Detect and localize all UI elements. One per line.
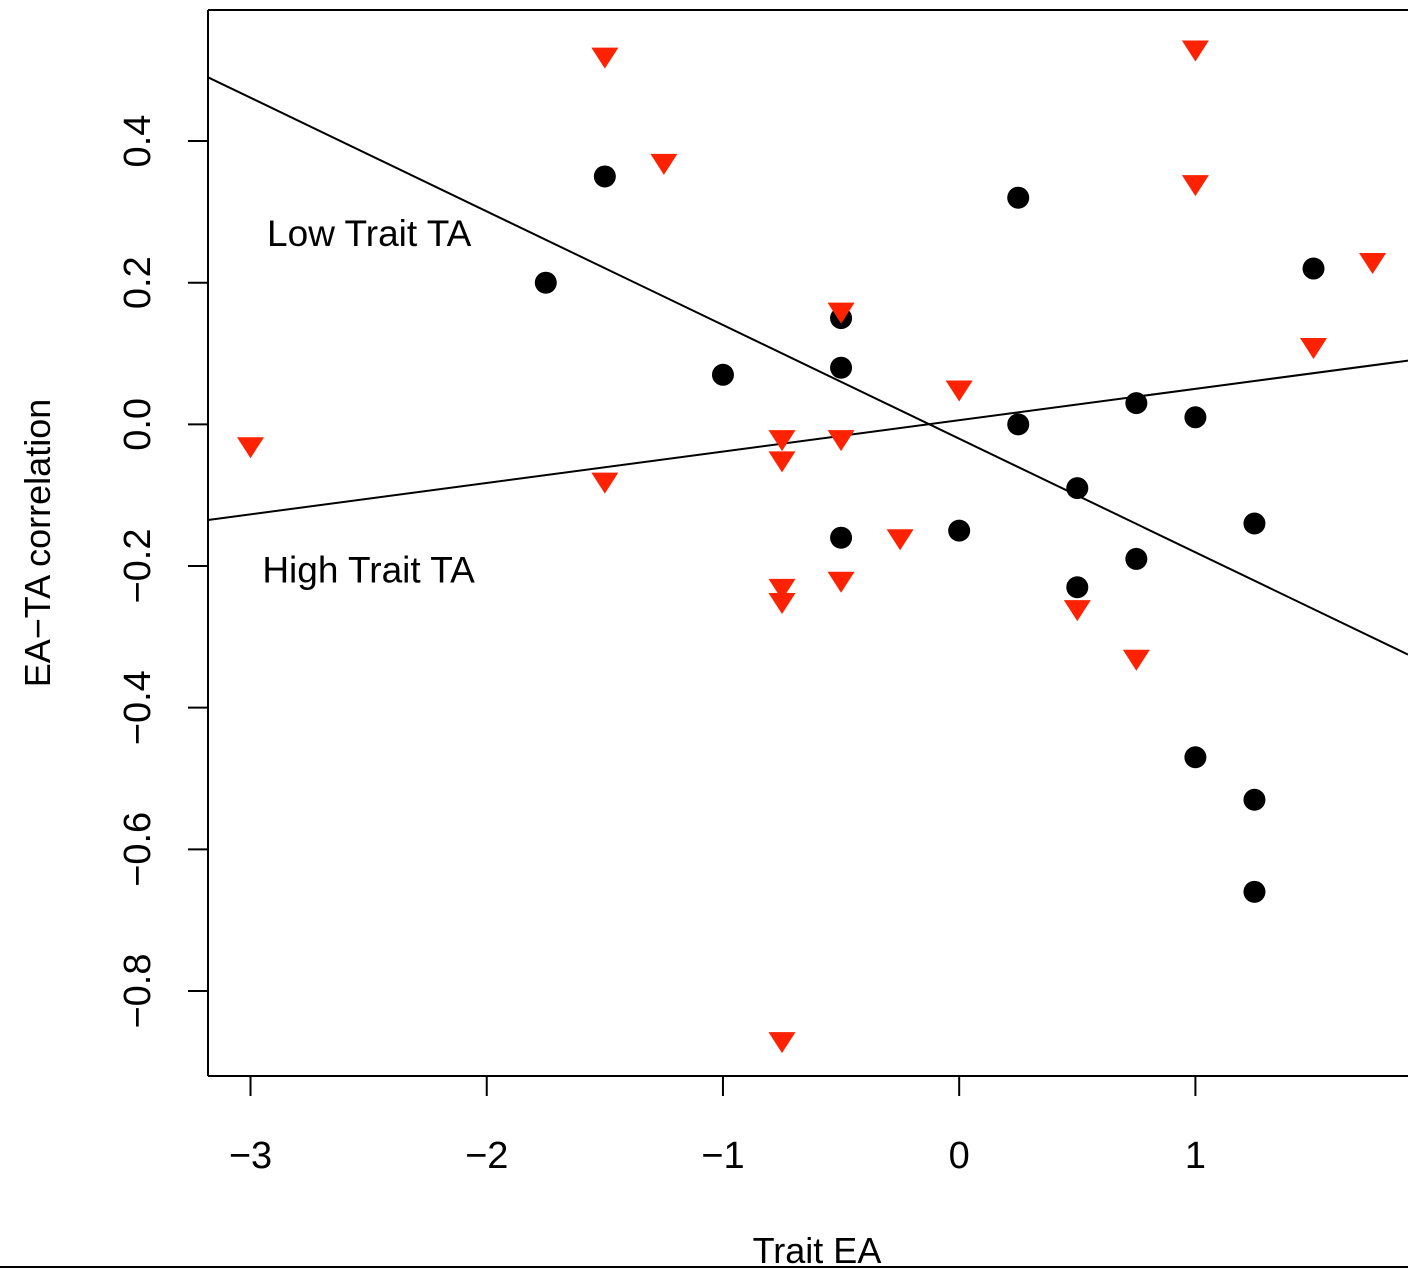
data-point-circle [1184,406,1207,429]
y-tick-label: 0.4 [117,115,159,168]
data-point-circle [1007,186,1030,209]
x-tick-label: −2 [465,1135,508,1177]
y-tick-label: 0.0 [117,398,159,451]
x-axis: −3 −2 −1 0 1 [229,1076,1206,1177]
data-point-triangle [1300,338,1328,360]
y-tick-label: −0.8 [117,953,159,1028]
data-point-circle [1066,576,1089,599]
data-point-triangle [945,380,973,402]
x-axis-title: Trait EA [753,1230,882,1269]
plot-frame [207,9,1408,1077]
data-points [237,40,1387,1054]
data-point-triangle [1181,175,1209,197]
data-point-triangle [591,47,619,69]
data-point-circle [1125,547,1148,570]
data-point-circle [830,356,853,379]
data-point-triangle [827,571,855,593]
annotation-label: High Trait TA [262,550,475,591]
x-tick-label: 1 [1185,1135,1206,1177]
regression-lines [207,76,1408,656]
data-point-circle [1302,257,1325,280]
data-point-circle [948,519,971,542]
data-point-triangle [768,578,796,600]
data-point-circle [1007,413,1030,436]
y-tick-label: −0.4 [117,670,159,745]
annotations: Low Trait TA High Trait TA [262,213,475,590]
x-tick-label: −3 [229,1135,272,1177]
x-tick-label: −1 [701,1135,744,1177]
data-point-circle [593,165,616,188]
data-point-triangle [886,529,914,551]
data-point-circle [830,526,853,549]
data-point-triangle [827,430,855,452]
data-point-circle [1184,746,1207,769]
data-point-circle [1243,512,1266,535]
data-point-circle [1243,880,1266,903]
data-point-triangle [768,430,796,452]
regression-line [207,359,1408,521]
regression-line [207,76,1408,656]
y-axis: 0.4 0.2 0.0 −0.2 −0.4 −0.6 −0.8 [117,115,208,1029]
data-point-triangle [650,153,678,175]
data-point-triangle [768,593,796,615]
data-point-triangle [237,437,265,459]
data-point-circle [1125,392,1148,415]
data-point-triangle [1359,253,1387,275]
data-point-triangle [591,472,619,494]
data-point-triangle [768,1032,796,1054]
y-tick-label: −0.6 [117,812,159,887]
y-tick-label: 0.2 [117,256,159,309]
data-point-circle [1243,788,1266,811]
x-tick-label: 0 [949,1135,970,1177]
annotation-label: Low Trait TA [267,213,472,254]
data-point-triangle [1063,600,1091,622]
y-tick-label: −0.2 [117,529,159,604]
data-point-triangle [768,451,796,473]
data-point-circle [534,271,557,294]
data-point-triangle [1181,40,1209,62]
y-axis-title: EA−TA correlation [17,399,58,687]
data-point-triangle [827,302,855,324]
data-point-circle [711,363,734,386]
data-point-triangle [1122,649,1150,671]
data-point-circle [1066,477,1089,500]
